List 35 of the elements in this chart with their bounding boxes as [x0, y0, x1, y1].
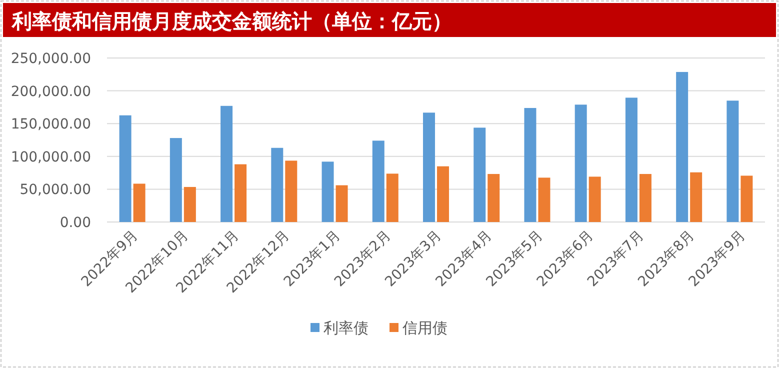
bar: [488, 174, 500, 222]
bar: [119, 115, 132, 222]
bar: [588, 176, 601, 222]
bar: [437, 166, 449, 222]
bar: [474, 128, 486, 222]
bar: [322, 162, 334, 222]
bar: [271, 148, 284, 222]
bar: [538, 178, 550, 222]
y-tick-label: 0.00: [60, 215, 91, 231]
bar: [676, 72, 688, 222]
y-tick-label: 50,000.00: [20, 182, 91, 198]
y-tick-label: 250,000.00: [10, 51, 91, 67]
bar: [625, 98, 638, 222]
bar: [524, 108, 536, 222]
bar: [740, 176, 753, 222]
chart-title: 利率债和信用债月度成交金额统计（单位：亿元）: [11, 9, 452, 33]
bar: [386, 174, 398, 222]
bar: [372, 140, 384, 222]
bar: [690, 172, 702, 222]
bar: [639, 174, 652, 222]
bar: [285, 160, 298, 222]
bar: [574, 104, 587, 222]
bar: [234, 164, 247, 222]
bar: [423, 112, 435, 222]
legend-label: 利率债: [324, 319, 368, 337]
y-tick-label: 200,000.00: [10, 84, 91, 100]
bar: [726, 100, 739, 222]
bar: [220, 106, 233, 222]
y-tick-label: 100,000.00: [10, 149, 91, 166]
bar: [133, 184, 146, 222]
legend-label: 信用债: [402, 319, 448, 337]
bar: [184, 186, 196, 222]
bar: [170, 138, 182, 222]
y-tick-label: 150,000.00: [10, 116, 91, 133]
bar: [336, 185, 348, 222]
